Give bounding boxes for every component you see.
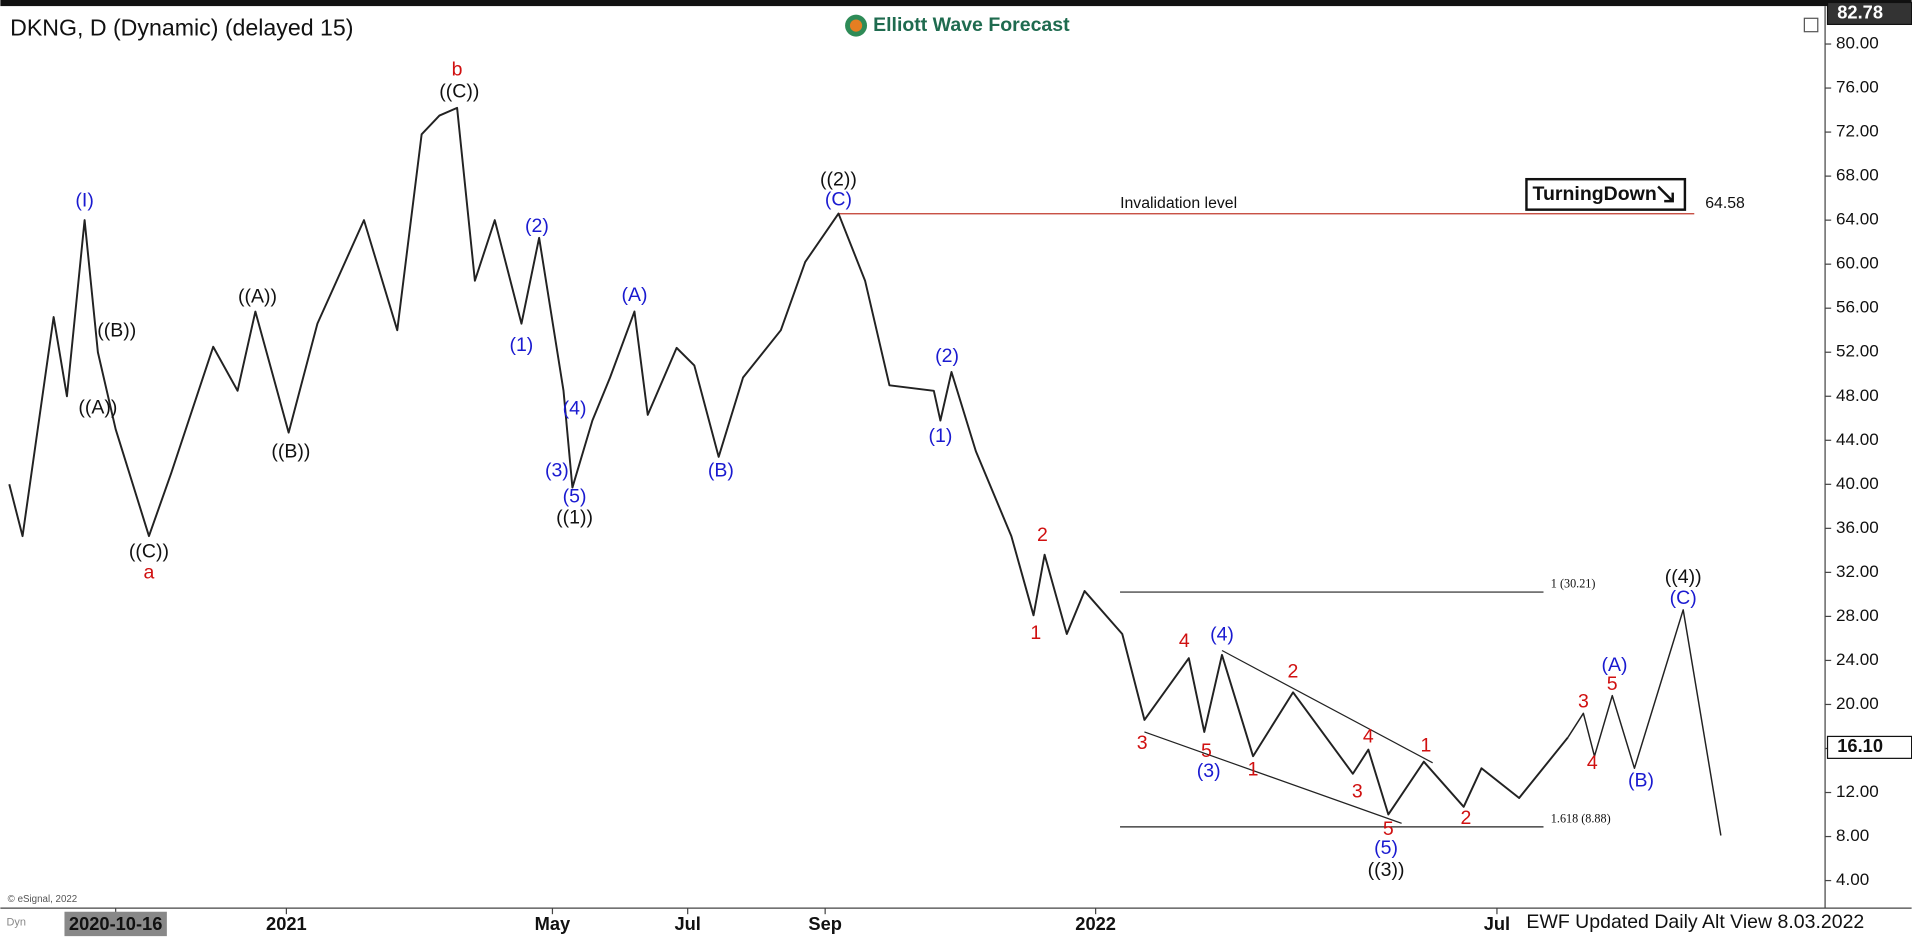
price-line [1567, 609, 1722, 836]
wave-label: a [143, 562, 154, 584]
x-tick-label: 2020-10-16 [69, 913, 162, 934]
badge-arrow [1657, 185, 1674, 203]
y-tick-label: 80.00 [1836, 34, 1879, 53]
wave-label: (1) [929, 425, 953, 447]
invalidation-label: Invalidation level [1120, 195, 1237, 212]
wave-label: 4 [1179, 630, 1190, 652]
price-line [8, 106, 1569, 816]
x-tick-highlight [64, 911, 167, 937]
y-tick-label: 28.00 [1836, 606, 1879, 625]
wave-label: 3 [1578, 690, 1589, 712]
brand-name: Elliott Wave Forecast [873, 14, 1070, 36]
wedge-line [1221, 649, 1433, 764]
wave-label: (3) [545, 459, 569, 481]
wave-label: ((B)) [97, 319, 136, 341]
x-tick-label: Jul [1484, 913, 1510, 934]
top-bar [0, 0, 1912, 7]
logo-core [849, 19, 863, 32]
y-tick-label: 76.00 [1836, 78, 1879, 97]
wave-label: (5) [1374, 837, 1398, 859]
y-tick-label: 20.00 [1836, 694, 1879, 713]
dyn-label: Dyn [6, 917, 26, 929]
wave-label: ((A)) [78, 397, 117, 419]
y-tick-label: 56.00 [1836, 298, 1879, 317]
y-tick-label: 44.00 [1836, 430, 1879, 449]
wave-label: (3) [1197, 760, 1221, 782]
wave-label: 2 [1037, 524, 1048, 546]
wave-label: (5) [563, 486, 587, 508]
x-tick-label: 2021 [266, 913, 307, 934]
wave-label: (B) [1628, 770, 1654, 792]
y-tick-label: 36.00 [1836, 518, 1879, 537]
window-icon[interactable] [1803, 17, 1819, 33]
y-tick-label: 40.00 [1836, 474, 1879, 493]
wave-label: (2) [525, 215, 549, 237]
wave-label: ((1)) [556, 507, 593, 529]
wave-label: ((C)) [439, 81, 479, 103]
wave-label: ((B)) [271, 441, 310, 463]
wave-label: 5 [1607, 673, 1618, 695]
badge-text: TurningDown [1533, 183, 1657, 205]
wave-label: 1 [1248, 759, 1259, 781]
wave-label: ((2)) [820, 169, 857, 191]
wave-label: (2) [935, 345, 959, 367]
y-tick-label: 32.00 [1836, 562, 1879, 581]
y-tick-label: 12.00 [1836, 782, 1879, 801]
price-marker-label: 16.10 [1837, 735, 1883, 756]
fib-label: 1 (30.21) [1551, 577, 1596, 591]
wave-label: ((4)) [1665, 566, 1702, 588]
brand-logo: Elliott Wave Forecast [845, 14, 1070, 37]
wave-label: ((3)) [1368, 859, 1405, 881]
wedge-line [1144, 731, 1402, 824]
wave-label: 3 [1352, 781, 1363, 803]
price-marker-label: 82.78 [1837, 1, 1883, 22]
footer-note: EWF Updated Daily Alt View 8.03.2022 [1526, 911, 1864, 933]
wave-label: ((A)) [238, 285, 277, 307]
wave-label: (I) [75, 190, 93, 212]
y-tick-label: 8.00 [1836, 826, 1869, 845]
y-tick-label: 64.00 [1836, 210, 1879, 229]
wave-label: 1 [1421, 734, 1432, 756]
wave-label: (B) [708, 459, 734, 481]
wave-label: 1 [1030, 622, 1041, 644]
invalidation-value: 64.58 [1705, 195, 1745, 212]
wave-label: 4 [1363, 726, 1374, 748]
wave-label: 4 [1587, 752, 1598, 774]
wave-label: (4) [1210, 623, 1234, 645]
wave-label: ((C)) [129, 541, 169, 563]
y-tick-label: 24.00 [1836, 650, 1879, 669]
wave-label: 2 [1460, 807, 1471, 829]
wave-label: 3 [1137, 732, 1148, 754]
y-tick-label: 60.00 [1836, 254, 1879, 273]
symbol-title: DKNG, D (Dynamic) (delayed 15) [10, 14, 353, 40]
trend-badge: TurningDown [1525, 177, 1687, 211]
fib-label: 1.618 (8.88) [1551, 811, 1611, 825]
y-tick-label: 52.00 [1836, 342, 1879, 361]
y-tick-label: 72.00 [1836, 122, 1879, 141]
y-tick-label: 4.00 [1836, 870, 1869, 889]
x-tick-label: 2022 [1075, 913, 1116, 934]
copyright: © eSignal, 2022 [8, 894, 78, 905]
wave-label: (1) [509, 334, 533, 356]
wave-label: (C) [825, 188, 852, 210]
y-tick-label: 68.00 [1836, 166, 1879, 185]
x-tick-label: May [535, 913, 571, 934]
x-tick-label: Sep [808, 913, 841, 934]
wave-label: (A) [621, 284, 647, 306]
wave-label: (C) [1670, 587, 1697, 609]
wave-label: 2 [1288, 661, 1299, 683]
x-tick-label: Jul [674, 913, 700, 934]
wave-label: (4) [563, 398, 587, 420]
y-tick-label: 48.00 [1836, 386, 1879, 405]
wave-label: 5 [1383, 818, 1394, 840]
wave-label: b [452, 59, 463, 81]
wave-label: 5 [1201, 740, 1212, 762]
wave-label: (A) [1601, 654, 1627, 676]
badge-box [1525, 177, 1687, 211]
